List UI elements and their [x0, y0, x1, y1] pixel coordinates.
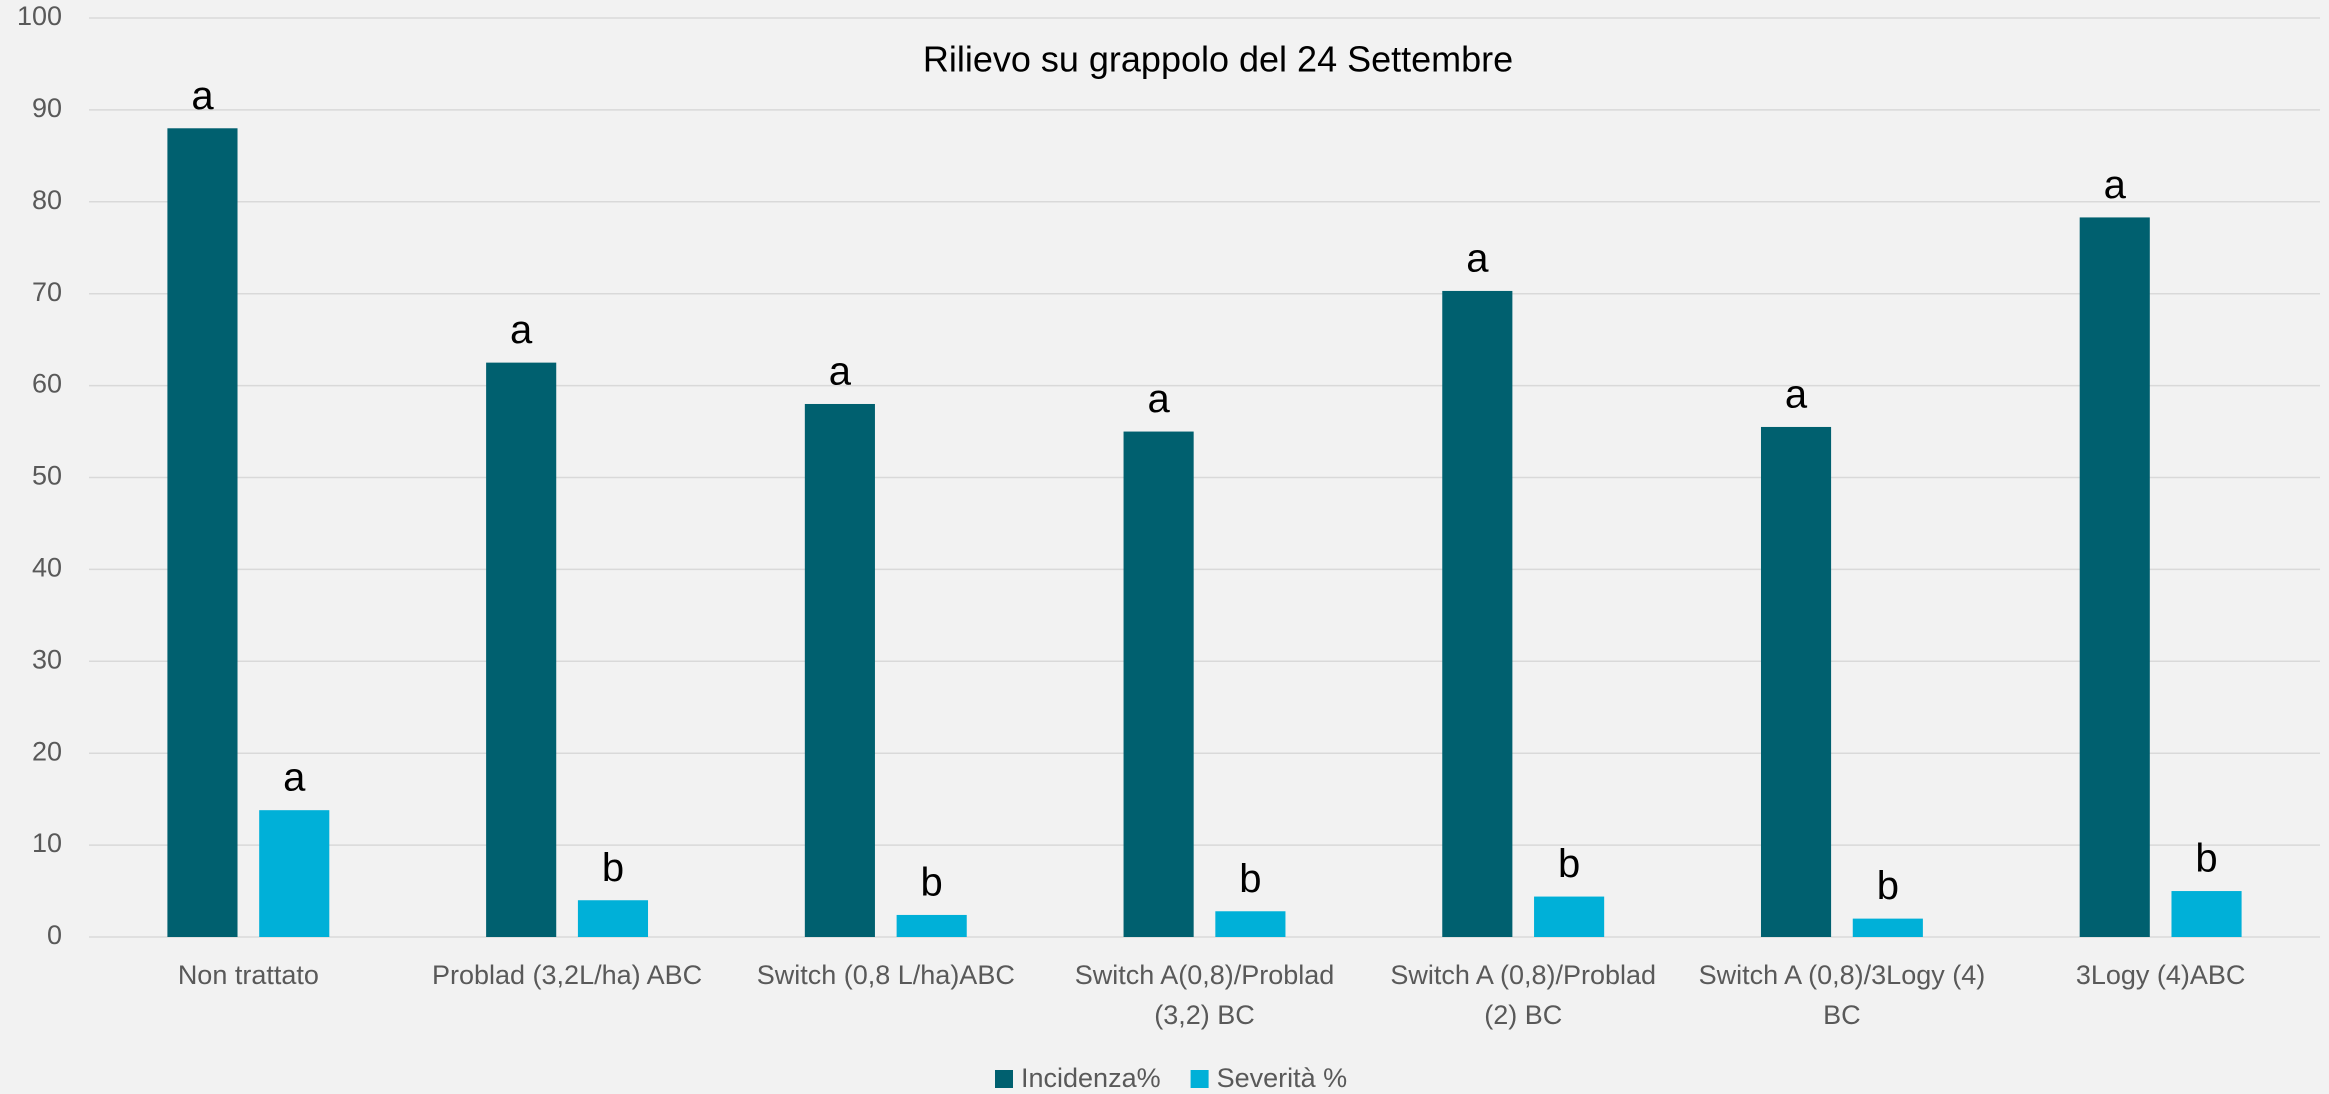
y-tick-label: 30: [32, 644, 62, 674]
bar-annotation: b: [1877, 864, 1899, 908]
y-tick-label: 90: [32, 93, 62, 123]
bar: [167, 128, 238, 937]
bar-annotation: b: [2195, 837, 2217, 881]
y-tick-label: 20: [32, 736, 62, 766]
x-tick-label: Switch A (0,8)/Problad (2) BC: [1390, 960, 1656, 1030]
y-tick-label: 100: [17, 1, 62, 31]
y-tick-label: 40: [32, 553, 62, 583]
y-tick-label: 60: [32, 369, 62, 399]
bar: [1442, 290, 1513, 937]
x-tick-label: Switch A(0,8)/Problad (3,2) BC: [1075, 960, 1335, 1030]
bar: [1534, 896, 1605, 937]
legend-swatch: [1190, 1070, 1209, 1088]
bar-annotation: b: [1558, 842, 1580, 886]
bar-annotation: a: [510, 308, 533, 352]
x-tick-label-line: Switch A(0,8)/Problad: [1075, 960, 1335, 990]
x-tick-label-line: 3Logy (4)ABC: [2076, 960, 2246, 990]
bar: [1215, 911, 1286, 937]
x-tick-label-line: Problad (3,2L/ha) ABC: [432, 960, 702, 990]
bar-annotation: a: [829, 350, 852, 394]
x-tick-label-line: (2) BC: [1484, 1000, 1562, 1030]
chart-title: Rilievo su grappolo del 24 Settembre: [923, 39, 1513, 80]
legend-label: Incidenza%: [1021, 1063, 1161, 1093]
bar-annotation: a: [2104, 163, 2127, 207]
y-tick-label: 80: [32, 185, 62, 215]
bar: [804, 403, 875, 938]
bar-annotation: a: [1785, 373, 1808, 417]
bar: [2079, 217, 2150, 938]
y-tick-label: 50: [32, 461, 62, 491]
bar-annotation: b: [602, 846, 624, 890]
bar: [577, 900, 649, 937]
bar: [1852, 918, 1923, 937]
x-tick-label-line: Switch A (0,8)/Problad: [1390, 960, 1656, 990]
x-tick-label: Switch (0,8 L/ha)ABC: [757, 960, 1015, 990]
bar: [1760, 426, 1832, 937]
bar-annotation: a: [191, 74, 214, 118]
bar-annotation: b: [921, 861, 943, 905]
y-tick-label: 0: [47, 920, 62, 950]
x-tick-label: Problad (3,2L/ha) ABC: [432, 960, 702, 990]
bar: [2171, 891, 2242, 937]
legend-swatch: [995, 1070, 1013, 1088]
bar: [896, 914, 967, 937]
x-tick-label: 3Logy (4)ABC: [2076, 960, 2246, 990]
bar-annotation: a: [1147, 377, 1170, 421]
x-tick-label: Non trattato: [178, 960, 319, 990]
bar: [259, 810, 330, 937]
bar-annotation: a: [1466, 237, 1489, 281]
x-tick-label-line: Switch A (0,8)/3Logy (4): [1699, 960, 1986, 990]
y-tick-label: 10: [32, 828, 62, 858]
legend-label: Severità %: [1217, 1063, 1348, 1093]
x-tick-label-line: Switch (0,8 L/ha)ABC: [757, 960, 1015, 990]
y-tick-label: 70: [32, 277, 62, 307]
bar: [1123, 431, 1194, 937]
x-tick-label-line: BC: [1823, 1000, 1861, 1030]
bar-annotation: a: [283, 756, 306, 800]
x-tick-label: Switch A (0,8)/3Logy (4) BC: [1699, 960, 1986, 1030]
bar: [486, 362, 557, 937]
x-tick-label-line: Non trattato: [178, 960, 319, 990]
x-tick-label-line: (3,2) BC: [1154, 1000, 1255, 1030]
bar-annotation: b: [1239, 857, 1261, 901]
